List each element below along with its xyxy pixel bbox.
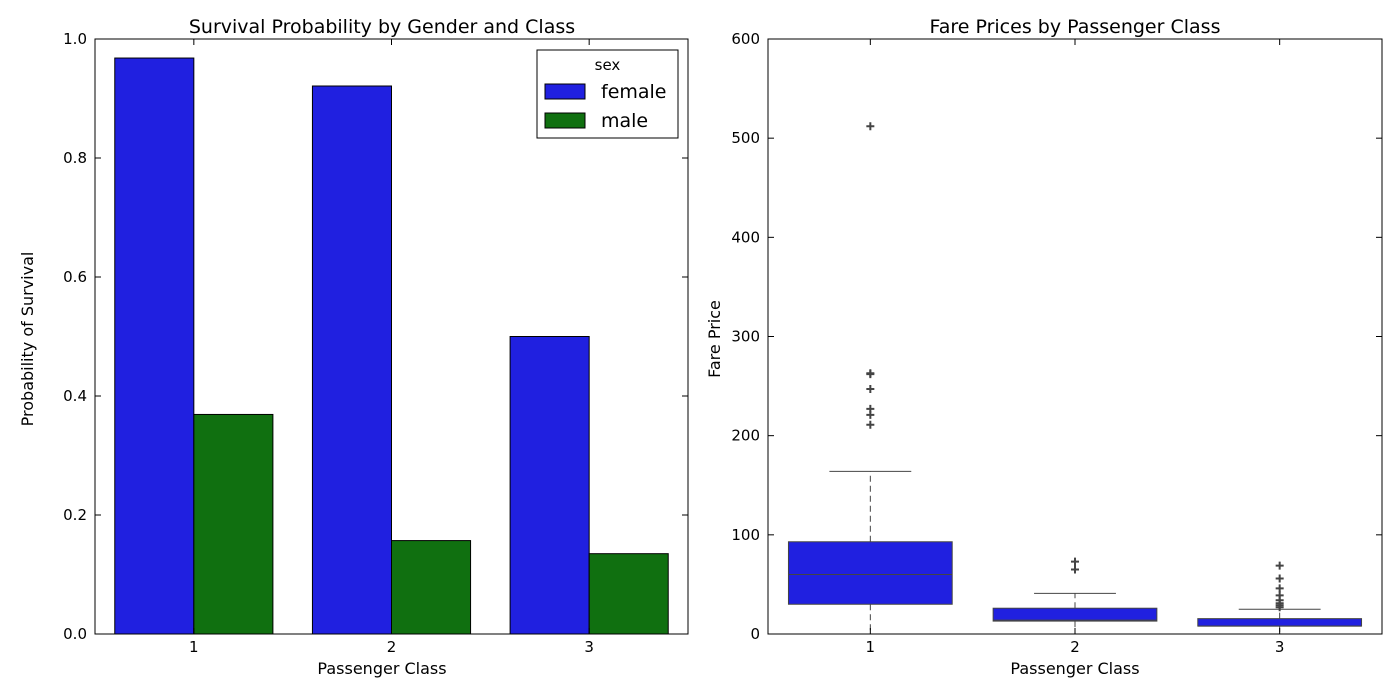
box-outlier-class-3 — [1275, 561, 1284, 570]
box-outlier-class-3 — [1275, 584, 1284, 593]
legend-label-female: female — [601, 81, 667, 103]
box-body-class-2 — [992, 607, 1158, 622]
bar-ytick-label: 0.6 — [63, 268, 87, 286]
fare-box-chart: Fare Prices by Passenger Class Passenger… — [705, 16, 1383, 678]
bar-xtick-label: 1 — [189, 638, 199, 656]
box-body-class-3 — [1197, 618, 1363, 627]
bar-female-class-3 — [509, 336, 590, 635]
box-chart-title: Fare Prices by Passenger Class — [930, 16, 1221, 38]
bar-chart-ylabel: Probability of Survival — [18, 252, 37, 427]
box-ytick-label: 200 — [731, 427, 760, 445]
bar-female-class-1 — [114, 57, 195, 635]
bar-ytick-label: 0.4 — [63, 387, 87, 405]
box-ytick-label: 0 — [750, 625, 760, 643]
box-outlier-class-1 — [866, 122, 875, 131]
box-ytick-label: 600 — [731, 30, 760, 48]
box-outlier-class-1 — [866, 369, 875, 378]
bar-ytick-label: 0.8 — [63, 149, 87, 167]
box-xtick-label: 3 — [1275, 638, 1285, 656]
box-axes: 0 100 200 300 400 500 600 1 2 3 — [731, 30, 1383, 656]
bar-legend: sex female male — [536, 49, 679, 139]
bar-xtick-label: 3 — [584, 638, 594, 656]
box-outlier-class-1 — [866, 385, 875, 394]
box-ytick-label: 300 — [731, 328, 760, 346]
box-outlier-class-1 — [866, 404, 875, 413]
bar-ytick-label: 0.0 — [63, 625, 87, 643]
box-ytick-label: 100 — [731, 526, 760, 544]
legend-title: sex — [595, 56, 621, 74]
box-outlier-class-2 — [1071, 557, 1079, 566]
bar-chart-title: Survival Probability by Gender and Class — [189, 16, 575, 38]
box-outlier-class-3 — [1275, 574, 1284, 583]
box-outlier-class-2 — [1071, 565, 1079, 574]
box-ytick-label: 500 — [731, 129, 760, 147]
box-ytick-label: 400 — [731, 228, 760, 246]
box-marks — [787, 122, 1363, 635]
bar-male-class-2 — [391, 540, 472, 635]
bar-ytick-label: 1.0 — [63, 30, 87, 48]
bar-xtick-label: 2 — [387, 638, 397, 656]
bar-axes: 0.0 0.2 0.4 0.6 0.8 1.0 1 2 3 — [63, 30, 689, 656]
legend-label-male: male — [601, 110, 648, 132]
box-outlier-class-1 — [866, 420, 875, 429]
bar-female-class-2 — [311, 85, 392, 635]
bar-marks — [114, 57, 669, 635]
bar-male-class-3 — [588, 553, 669, 635]
survival-bar-chart: Survival Probability by Gender and Class… — [18, 16, 689, 678]
box-chart-xlabel: Passenger Class — [1010, 659, 1139, 678]
box-chart-ylabel: Fare Price — [705, 300, 724, 378]
box-xtick-label: 2 — [1070, 638, 1080, 656]
bar-ytick-label: 0.2 — [63, 506, 87, 524]
box-xtick-label: 1 — [866, 638, 876, 656]
bar-chart-xlabel: Passenger Class — [317, 659, 446, 678]
legend-swatch-female — [544, 83, 586, 100]
box-body-class-1 — [787, 541, 953, 605]
bar-male-class-1 — [193, 413, 274, 635]
legend-swatch-male — [544, 112, 586, 129]
box-outlier-class-3 — [1275, 591, 1284, 600]
